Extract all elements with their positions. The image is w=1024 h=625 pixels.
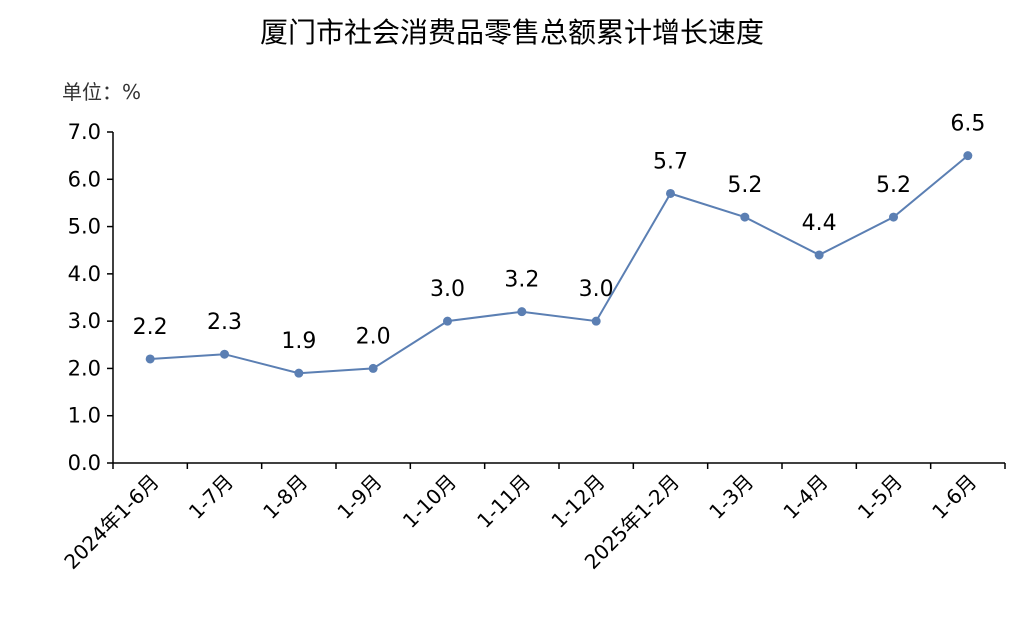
x-tick-label: 1-4月 [778, 470, 832, 524]
data-label: 2.2 [133, 315, 168, 340]
data-points [145, 151, 973, 378]
x-tick-label: 2024年1-6月 [59, 470, 163, 574]
x-tick-label: 1-5月 [853, 470, 907, 524]
data-labels: 2.2 2.3 1.9 2.0 3.0 3.2 3.0 5.7 5.2 4.4 5.2 6.5 [133, 112, 986, 355]
data-point [443, 316, 452, 326]
y-tick-labels: 0.0 1.0 2.0 3.0 4.0 5.0 6.0 7.0 [68, 120, 101, 475]
y-tick-label: 4.0 [68, 262, 101, 286]
y-tick-label: 0.0 [68, 451, 101, 475]
y-tick-label: 7.0 [68, 120, 101, 144]
data-label: 2.0 [356, 324, 391, 349]
unit-label: 单位：% [62, 80, 141, 104]
data-label: 2.3 [207, 310, 242, 335]
data-point [889, 212, 898, 222]
y-tick-label: 1.0 [68, 404, 101, 428]
y-tick-label: 5.0 [68, 215, 101, 239]
x-tick-label: 1-8月 [258, 470, 312, 524]
data-label: 6.5 [950, 112, 985, 137]
chart-title: 厦门市社会消费品零售总额累计增长速度 [260, 16, 764, 49]
data-point [666, 188, 675, 198]
data-label: 5.7 [653, 149, 688, 174]
y-tick-label: 2.0 [68, 356, 101, 380]
data-label: 4.4 [802, 211, 837, 236]
data-point [517, 307, 527, 317]
x-tick-labels: 2024年1-6月 1-7月 1-8月 1-9月 1-10月 1-11月 1-12月2025… [59, 470, 981, 574]
y-tick-label: 3.0 [68, 309, 101, 333]
data-point [145, 354, 155, 364]
series-line [150, 154, 969, 375]
data-label: 5.2 [727, 173, 762, 198]
x-tick-label: 1-9月 [332, 470, 386, 524]
x-tick-label: 1-7月 [184, 470, 238, 524]
y-tick-label: 6.0 [68, 167, 101, 191]
axes [107, 131, 1006, 469]
data-point [591, 316, 601, 326]
data-point [294, 368, 304, 378]
data-point [740, 212, 750, 222]
data-label: 3.0 [579, 277, 614, 302]
data-point [963, 151, 973, 161]
data-label: 1.9 [281, 329, 316, 354]
data-point [368, 363, 378, 373]
data-label: 3.2 [504, 268, 539, 293]
data-point [220, 349, 229, 359]
x-tick-label: 1-12月 [546, 470, 609, 533]
data-label: 3.0 [430, 277, 465, 302]
x-tick-label: 1-10月 [398, 470, 461, 533]
x-tick-label: 1-3月 [704, 470, 758, 524]
x-tick-label: 1-6月 [927, 470, 981, 524]
x-tick-label: 1-11月 [472, 470, 535, 533]
data-point [814, 250, 824, 260]
data-label: 5.2 [876, 173, 911, 198]
